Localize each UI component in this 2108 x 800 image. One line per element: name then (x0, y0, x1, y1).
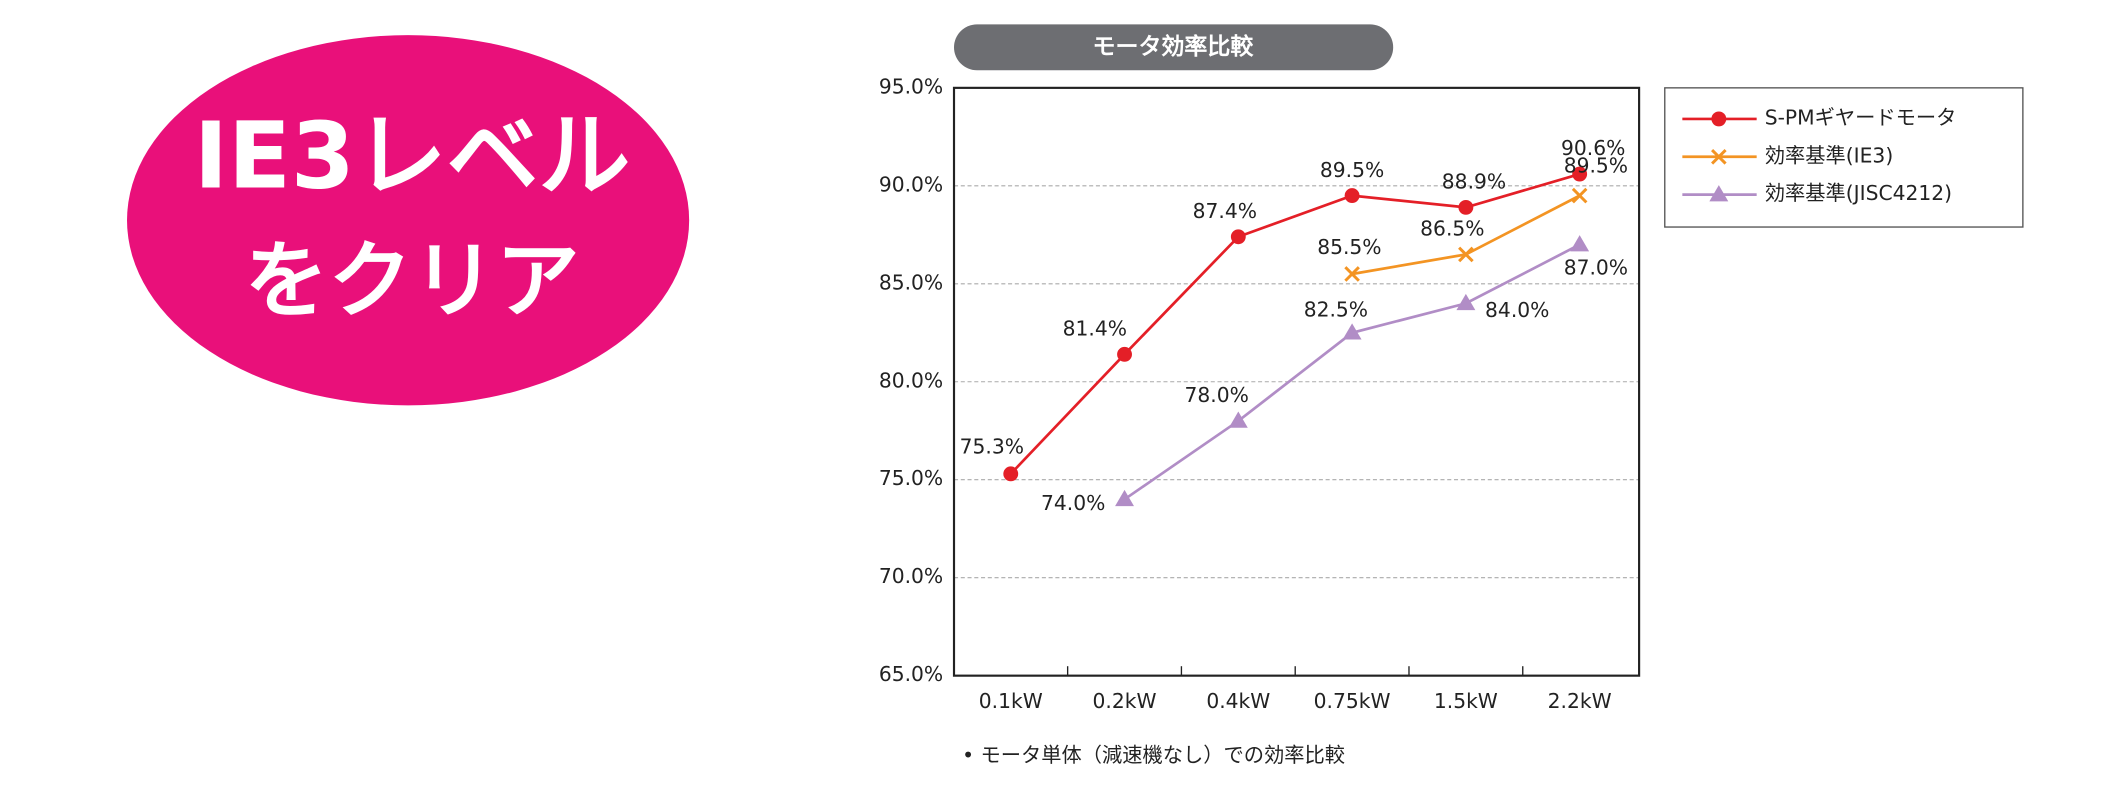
chart-title: モータ効率比較 (1093, 33, 1255, 60)
data-label: 87.0% (1564, 255, 1628, 279)
legend-marker (1711, 148, 1727, 165)
badge-line1: IE3レベル (194, 103, 631, 210)
data-label: 84.0% (1485, 298, 1549, 322)
legend-marker (1711, 111, 1727, 127)
y-tick-label: 95.0% (879, 74, 943, 98)
y-tick-label: 90.0% (879, 172, 943, 196)
y-tick-label: 80.0% (879, 368, 943, 392)
data-label: 88.9% (1442, 170, 1506, 194)
point (1571, 187, 1588, 204)
legend-marker (1709, 185, 1729, 202)
data-label: 74.0% (1041, 491, 1105, 515)
x-tick-label: 1.5kW (1434, 689, 1498, 713)
plot-frame (952, 86, 1641, 677)
point (1228, 411, 1248, 428)
x-tick-label: 0.75kW (1314, 689, 1391, 713)
point (1117, 346, 1132, 362)
data-label: 87.4% (1193, 199, 1257, 223)
legend-label: 効率基準(IE3) (1765, 143, 1893, 167)
point (1458, 246, 1474, 263)
data-label: 78.0% (1185, 383, 1249, 407)
y-tick-label: 65.0% (879, 662, 943, 686)
data-label: 82.5% (1304, 298, 1368, 322)
series-line (1009, 172, 1581, 475)
point (1342, 323, 1362, 340)
data-label: 81.4% (1063, 317, 1127, 341)
data-label: 89.5% (1564, 154, 1628, 178)
point (1570, 235, 1590, 252)
y-tick-label: 75.0% (879, 466, 943, 490)
data-label: 86.5% (1420, 217, 1484, 241)
legend-label: S-PMギヤードモータ (1765, 105, 1957, 129)
point (1003, 466, 1019, 482)
data-label: 85.5% (1317, 235, 1381, 259)
badge (127, 35, 690, 406)
x-tick-label: 0.4kW (1206, 689, 1270, 713)
x-tick-label: 2.2kW (1548, 689, 1612, 713)
point (1344, 188, 1360, 204)
point (1458, 199, 1474, 215)
point (1456, 293, 1476, 311)
data-label: 89.5% (1320, 158, 1384, 182)
title-pill (954, 24, 1394, 71)
x-tick-label: 0.2kW (1093, 689, 1157, 713)
point (1115, 489, 1134, 507)
footnote: • モータ単体（減速機なし）での効率比較 (962, 743, 1345, 767)
data-label: 75.3% (960, 435, 1024, 459)
y-tick-label: 85.0% (879, 270, 943, 294)
point (1230, 229, 1246, 245)
badge-line2: をクリア (245, 231, 580, 329)
data-label: 90.6% (1561, 136, 1625, 160)
x-tick-label: 0.1kW (979, 689, 1043, 713)
y-tick-label: 70.0% (879, 564, 943, 588)
point (1572, 166, 1588, 182)
point (1344, 266, 1360, 282)
legend-label: 効率基準(JISC4212) (1765, 181, 1952, 205)
